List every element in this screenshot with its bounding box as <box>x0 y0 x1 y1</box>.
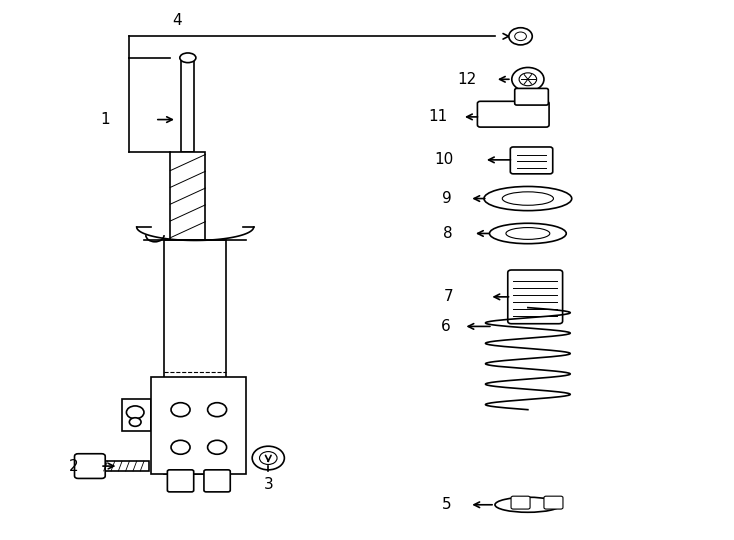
Ellipse shape <box>495 497 561 512</box>
FancyBboxPatch shape <box>511 496 530 509</box>
Ellipse shape <box>506 227 550 239</box>
Text: 1: 1 <box>100 112 109 127</box>
FancyBboxPatch shape <box>167 470 194 492</box>
FancyBboxPatch shape <box>510 147 553 174</box>
Text: 12: 12 <box>457 72 476 87</box>
Circle shape <box>252 446 284 470</box>
Circle shape <box>515 32 526 40</box>
Circle shape <box>129 418 141 427</box>
Circle shape <box>126 406 144 419</box>
FancyBboxPatch shape <box>515 89 548 105</box>
Text: 4: 4 <box>172 14 182 28</box>
FancyBboxPatch shape <box>477 102 549 127</box>
FancyBboxPatch shape <box>75 454 105 478</box>
FancyBboxPatch shape <box>122 399 151 431</box>
Circle shape <box>208 403 227 417</box>
Ellipse shape <box>502 192 553 205</box>
FancyBboxPatch shape <box>204 470 230 492</box>
Text: 2: 2 <box>68 458 78 474</box>
Text: 10: 10 <box>434 152 454 167</box>
Circle shape <box>260 451 277 464</box>
Text: 9: 9 <box>442 191 452 206</box>
Ellipse shape <box>180 53 196 63</box>
Circle shape <box>519 73 537 86</box>
Circle shape <box>171 403 190 417</box>
Ellipse shape <box>490 223 566 244</box>
FancyBboxPatch shape <box>181 58 195 152</box>
Text: 11: 11 <box>428 110 448 124</box>
Text: 6: 6 <box>441 319 451 334</box>
Circle shape <box>512 68 544 91</box>
Circle shape <box>208 440 227 454</box>
FancyBboxPatch shape <box>164 240 226 474</box>
Text: 5: 5 <box>441 497 451 512</box>
FancyBboxPatch shape <box>544 496 563 509</box>
Circle shape <box>509 28 532 45</box>
Circle shape <box>171 440 190 454</box>
Text: 7: 7 <box>443 289 454 305</box>
FancyBboxPatch shape <box>508 270 562 323</box>
Ellipse shape <box>484 186 572 211</box>
FancyBboxPatch shape <box>151 377 247 474</box>
FancyBboxPatch shape <box>170 152 206 240</box>
Text: 8: 8 <box>443 226 453 241</box>
Text: 3: 3 <box>264 477 273 492</box>
FancyBboxPatch shape <box>101 461 149 471</box>
